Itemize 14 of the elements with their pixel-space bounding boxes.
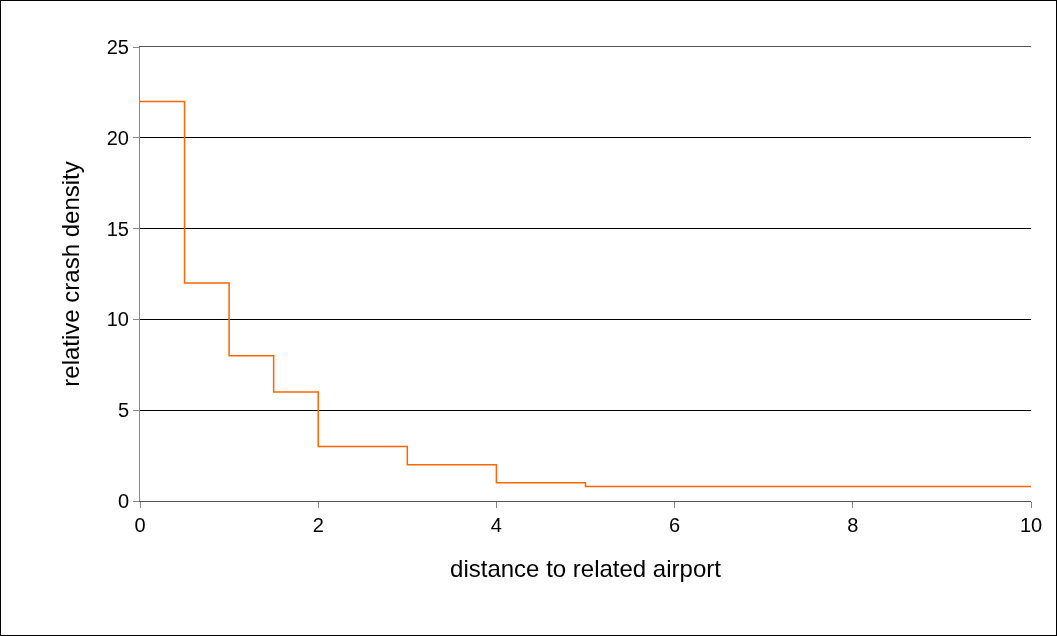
x-tick-label: 10 (1019, 514, 1043, 536)
y-axis-title: relative crash density (56, 161, 84, 387)
y-tick-label: 0 (117, 490, 129, 512)
y-tick-label: 15 (106, 217, 129, 240)
x-tick-label: 8 (847, 514, 859, 536)
x-tick-label: 0 (134, 514, 146, 536)
x-axis-title: distance to related airport (450, 555, 722, 583)
x-tick-label: 2 (312, 514, 324, 536)
y-tick-label: 5 (117, 399, 129, 422)
y-tick-label: 10 (106, 308, 129, 331)
y-tick-label: 20 (106, 126, 129, 149)
x-tick-label: 4 (490, 514, 502, 536)
x-tick-label: 6 (669, 514, 681, 536)
y-tick-label: 25 (106, 36, 129, 58)
